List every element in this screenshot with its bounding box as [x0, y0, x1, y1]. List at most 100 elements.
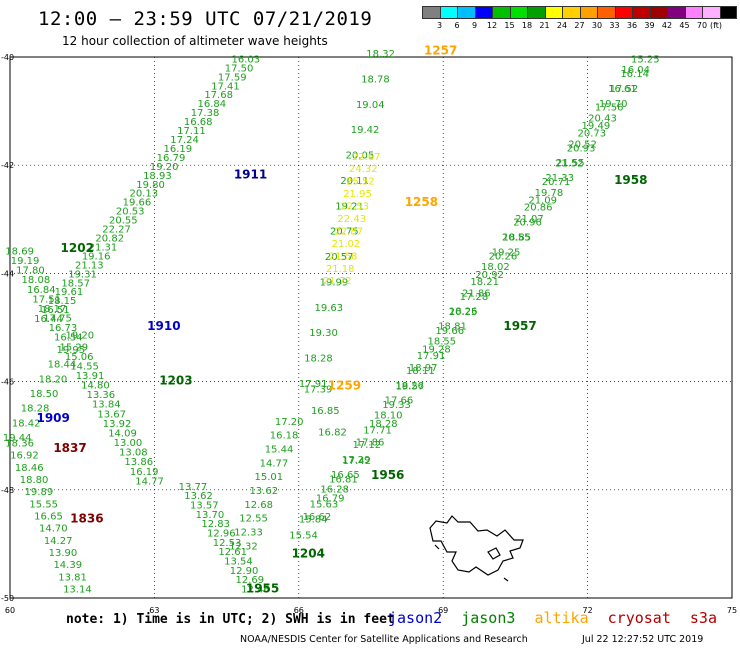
wave-height-value: 18.15 [48, 296, 77, 307]
map-title: 12:00 – 23:59 UTC 07/21/2019 [38, 8, 373, 30]
wave-height-value: 17.86 [356, 437, 385, 448]
wave-height-value: 19.57 [396, 382, 425, 393]
colorbar-cell [684, 6, 702, 19]
colorbar-cell [509, 6, 527, 19]
wave-height-value: 16.79 [157, 153, 186, 164]
plot-frame [9, 56, 733, 599]
wave-height-value: 16.84 [27, 285, 56, 296]
wave-height-value: 20.13 [129, 189, 158, 200]
x-tick-label: 63 [149, 606, 159, 615]
map-subtitle: 12 hour collection of altimeter wave hei… [62, 34, 328, 48]
wave-height-value: 14.55 [70, 361, 99, 372]
wave-height-value: 16.61 [608, 84, 637, 95]
wave-height-value: 21.13 [75, 260, 104, 271]
colorbar-label: 42 [661, 21, 673, 30]
wave-height-value: 18.50 [30, 389, 59, 400]
pass-time-label: 1911 [234, 168, 267, 182]
y-tick-label: -46 [1, 378, 14, 387]
wave-height-value: 15.54 [289, 530, 318, 541]
wave-height-value: 21.86 [462, 289, 491, 300]
y-tick-label: -44 [1, 269, 14, 278]
wave-height-value: 21.33 [545, 173, 574, 184]
wave-height-value: 19.42 [351, 125, 380, 136]
wave-height-value: 17.71 [363, 425, 392, 436]
wave-height-value: 24.32 [349, 164, 378, 175]
colorbar-label: 70 [696, 21, 708, 30]
wave-height-value: 14.09 [108, 428, 137, 439]
wave-height-value: 19.31 [68, 269, 97, 280]
wave-height-value: 16.28 [320, 485, 349, 496]
wave-height-value: 12.32 [229, 541, 258, 552]
colorbar-cell [474, 6, 492, 19]
wave-height-value: 17.28 [460, 292, 489, 303]
colorbar-label: 18 [521, 21, 533, 30]
wave-height-value: 22.43 [337, 214, 366, 225]
wave-height-value: 18.17 [38, 304, 67, 315]
wave-height-value: 17.80 [16, 266, 45, 277]
wave-height-value: 14.80 [81, 381, 110, 392]
colorbar-cell [649, 6, 667, 19]
colorbar-cell [597, 6, 615, 19]
wave-height-value: 18.08 [22, 275, 51, 286]
wave-height-value: 13.77 [179, 482, 208, 493]
wave-height-value: 16.51 [41, 305, 70, 316]
wave-height-value: 16.92 [10, 451, 39, 462]
wave-height-value: 19.21 [335, 201, 364, 212]
wave-height-value: 19.80 [136, 180, 165, 191]
wave-height-value: 14.39 [53, 560, 82, 571]
wave-height-value: 18.44 [48, 360, 77, 371]
legend-jason3: jason3 [461, 609, 516, 627]
wave-height-value: 22.87 [335, 226, 364, 237]
wave-height-value: 22.53 [340, 202, 369, 213]
wave-height-value: 12.96 [207, 529, 236, 540]
wave-height-value: 18.97 [409, 363, 438, 374]
pass-time-label: 1836 [70, 511, 103, 525]
wave-height-value: 20.96 [513, 218, 542, 229]
x-tick-label: 69 [438, 606, 448, 615]
wave-height-value: 20.43 [588, 114, 617, 125]
wave-height-value: 16.82 [318, 428, 347, 439]
wave-height-value: 15.25 [631, 54, 660, 65]
wave-height-value: 20.86 [524, 203, 553, 214]
wave-height-value: 12.55 [239, 514, 268, 525]
wave-height-value: 19.30 [309, 328, 338, 339]
legend-jason2: jason2 [388, 609, 443, 627]
wave-height-value: 19.78 [535, 188, 564, 199]
y-tick-label: -40 [1, 53, 14, 62]
colorbar-label: 9 [471, 21, 478, 30]
wave-height-value: 14.77 [135, 476, 164, 487]
wave-height-value: 22.67 [352, 152, 381, 163]
colorbar-cell [579, 6, 597, 19]
wave-height-value: 21.07 [515, 214, 544, 225]
wave-height-value: 20.82 [95, 233, 124, 244]
wave-height-value: 12.69 [235, 575, 264, 586]
pass-time-label: 1257 [424, 43, 457, 57]
wave-height-value: 21.31 [89, 242, 118, 253]
pass-time-label: 1958 [614, 173, 647, 187]
wave-height-value: 19.33 [382, 400, 411, 411]
wave-height-value: 20.11 [340, 176, 369, 187]
wave-height-value: 13.92 [103, 419, 132, 430]
wave-height-value: 18.28 [369, 419, 398, 430]
wave-height-value: 18.42 [12, 418, 41, 429]
colorbar-label: 30 [591, 21, 603, 30]
wave-height-value: 18.26 [395, 381, 424, 392]
pass-time-label: 1203 [159, 373, 192, 387]
colorbar-cell [667, 6, 685, 19]
wave-height-value: 15.55 [29, 499, 58, 510]
wave-height-value: 15.63 [310, 499, 339, 510]
wave-height-value: 18.85 [502, 232, 531, 243]
kerguelen-islands-outline [429, 515, 524, 582]
legend-cryosat: cryosat [607, 609, 671, 627]
wave-height-value: 21.58 [329, 251, 358, 262]
wave-height-value: 16.18 [270, 431, 299, 442]
wave-height-value: 13.91 [76, 371, 105, 382]
wave-height-value: 13.00 [114, 438, 143, 449]
wave-height-value: 21.52 [555, 158, 584, 169]
wave-height-value: 17.91 [417, 351, 446, 362]
wave-height-value: 12.90 [230, 566, 259, 577]
wave-height-value: 20.75 [330, 227, 359, 238]
wave-height-value: 17.20 [275, 417, 304, 428]
wave-height-value: 17.66 [385, 396, 414, 407]
colorbar-label: 6 [454, 21, 460, 30]
